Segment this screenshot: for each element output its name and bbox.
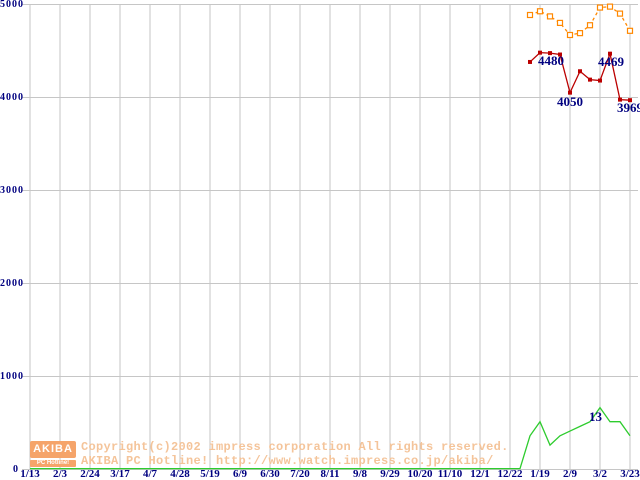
y-tick-label: 3000 xyxy=(0,184,24,196)
x-tick-label: 4/7 xyxy=(142,468,158,480)
x-tick-label: 3/23 xyxy=(620,468,640,480)
high-price-marker xyxy=(616,10,624,17)
high-price-marker xyxy=(576,30,584,37)
high-price-marker xyxy=(546,13,554,20)
low-price-marker xyxy=(528,59,532,64)
copyright-text: Copyright(c)2002 impress corporation All… xyxy=(81,440,509,454)
x-tick-label: 5/19 xyxy=(200,468,220,480)
low-price-marker xyxy=(578,69,582,74)
high-price-marker xyxy=(526,11,534,19)
high-price-marker xyxy=(556,19,564,26)
low-price-marker xyxy=(628,98,632,103)
high-price-marker xyxy=(586,22,594,29)
logo-pc-hotline-text: PC Hotline! xyxy=(30,460,76,467)
x-tick-label: 6/30 xyxy=(260,468,280,480)
value-annotation: 4469 xyxy=(598,54,624,69)
x-tick-label: 2/3 xyxy=(52,468,68,480)
low-price-marker xyxy=(568,90,572,95)
low-price-marker xyxy=(588,77,592,82)
x-tick-label: 12/1 xyxy=(470,468,490,480)
low-price-marker xyxy=(558,52,562,57)
high-price-marker xyxy=(596,4,604,11)
x-tick-label: 10/20 xyxy=(407,468,433,480)
y-tick-label: 0 xyxy=(13,463,19,475)
low-price-marker xyxy=(598,78,602,83)
logo-akiba-text: AKIBA xyxy=(30,441,76,458)
x-tick-label: 4/28 xyxy=(170,468,190,480)
akiba-pc-hotline-logo: AKIBA PC Hotline! xyxy=(30,441,76,467)
low-price-marker xyxy=(608,51,612,56)
x-tick-label: 2/24 xyxy=(80,468,100,480)
x-tick-label: 1/19 xyxy=(530,468,550,480)
low-price-marker xyxy=(538,50,542,55)
x-tick-label: 9/29 xyxy=(380,468,400,480)
value-annotation: 13 xyxy=(589,409,602,424)
x-tick-label: 8/11 xyxy=(320,468,340,480)
high-price-marker xyxy=(566,31,574,39)
low-price-marker xyxy=(618,97,622,102)
y-tick-label: 4000 xyxy=(0,91,24,103)
x-tick-label: 2/9 xyxy=(562,468,578,480)
x-tick-label: 6/9 xyxy=(232,468,248,480)
high-price-marker xyxy=(536,8,544,15)
x-tick-label: 3/17 xyxy=(110,468,130,480)
high-price-line xyxy=(529,5,631,36)
low-price-marker xyxy=(548,51,552,56)
x-tick-label: 11/10 xyxy=(437,468,463,480)
x-tick-label: 1/13 xyxy=(20,468,40,480)
y-tick-label: 2000 xyxy=(0,277,24,289)
value-annotation: 4480 xyxy=(538,53,564,68)
high-price-marker xyxy=(606,3,614,10)
x-tick-label: 9/8 xyxy=(352,468,368,480)
value-annotation: 4050 xyxy=(557,94,583,109)
y-tick-label: 1000 xyxy=(0,370,24,382)
site-url-text: AKIBA PC Hotline! http://www.watch.impre… xyxy=(81,454,494,468)
x-tick-label: 7/20 xyxy=(290,468,310,480)
value-annotation: 3969 xyxy=(617,100,640,115)
shop-count-line xyxy=(30,406,631,470)
x-tick-label: 3/2 xyxy=(592,468,608,480)
x-tick-label: 12/22 xyxy=(497,468,523,480)
high-price-marker xyxy=(626,27,634,34)
y-tick-label: 5000 xyxy=(0,0,24,10)
